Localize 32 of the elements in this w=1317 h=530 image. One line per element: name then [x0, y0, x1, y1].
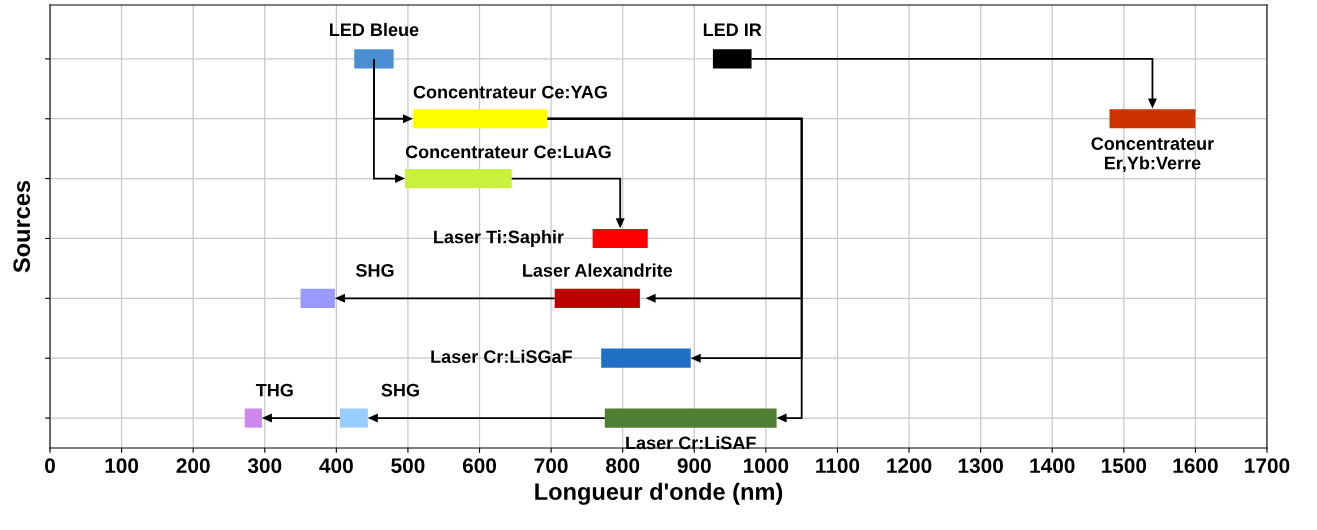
x-axis-title: Longueur d'onde (nm) [535, 482, 783, 505]
series-label: Laser Alexandrite [523, 263, 673, 277]
x-tick-label: 200 [176, 458, 210, 474]
x-tick-label: 1100 [816, 458, 860, 474]
series-label: LED Bleue [330, 22, 419, 37]
series-label: THG [255, 383, 293, 397]
series-label: Laser Cr:LiSAF [626, 436, 756, 450]
series-label: Concentrateur Ce:LuAG [405, 145, 611, 159]
series-label: Concentrateur Ce:YAG [413, 85, 607, 99]
series-label: LED IR [703, 23, 762, 36]
x-tick-label: 400 [319, 458, 353, 474]
x-tick-label: 300 [247, 458, 282, 474]
series-label: Laser Cr:LiSGaF [431, 349, 572, 364]
series-label: SHG [381, 383, 419, 397]
x-tick-label: 700 [534, 458, 568, 474]
x-tick-label: 500 [391, 458, 425, 474]
x-tick-label: 900 [677, 458, 711, 474]
x-tick-label: 800 [605, 458, 640, 474]
x-tick-label: 1600 [1173, 458, 1218, 474]
x-tick-label: 1500 [1101, 458, 1147, 474]
x-tick-label: 100 [105, 458, 139, 474]
y-axis-title: Sources [13, 180, 31, 273]
series-label: Laser Ti:Saphir [434, 230, 564, 247]
x-tick-label: 1300 [958, 458, 1003, 474]
x-tick-label: 1700 [1245, 458, 1290, 474]
x-tick-label: 0 [45, 458, 55, 474]
x-tick-label: 600 [462, 458, 497, 474]
series-label: Concentrateur Er,Yb:Verre [1091, 137, 1214, 173]
x-tick-label: 1200 [887, 458, 932, 474]
series-label: SHG [355, 264, 394, 277]
x-tick-label: 1400 [1030, 458, 1075, 474]
x-tick-label: 1000 [744, 458, 789, 474]
